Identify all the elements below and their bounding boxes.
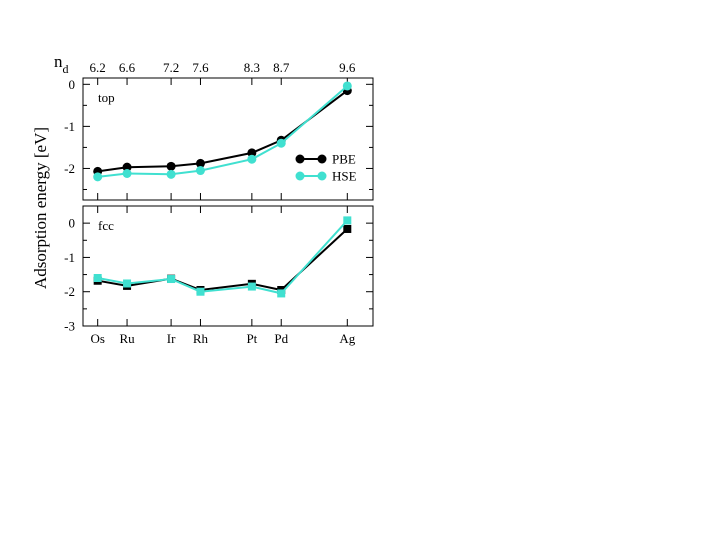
x-tick-label-element: Pt: [246, 331, 257, 346]
legend-marker-pbe: [295, 154, 305, 164]
data-point-hse-top: [342, 81, 352, 91]
data-point-pbe-top: [247, 148, 257, 158]
data-point-hse-fcc: [343, 216, 352, 225]
legend-marker-pbe: [317, 154, 327, 164]
panel-label-top: top: [98, 90, 115, 105]
data-point-hse-fcc: [123, 279, 132, 288]
y-tick-label: -3: [64, 319, 75, 334]
data-point-hse-fcc: [93, 274, 102, 282]
legend-label-hse: HSE: [332, 169, 357, 184]
y-tick-label: 0: [69, 77, 76, 92]
x-top-tick-label: 8.7: [273, 60, 290, 75]
data-point-pbe-top: [166, 161, 176, 171]
panel-frame-top: [82, 77, 374, 201]
series-layer: [93, 81, 352, 298]
data-point-pbe-top: [122, 162, 132, 172]
top-axis-title-main: n: [54, 52, 63, 71]
data-point-hse-top: [93, 172, 103, 182]
data-point-hse-fcc: [247, 282, 256, 291]
x-tick-label-element: Ag: [339, 331, 355, 346]
y-axis-title: Adsorption energy [eV]: [31, 127, 50, 289]
data-point-hse-top: [247, 154, 257, 164]
x-tick-label-element: Ir: [167, 331, 176, 346]
data-point-hse-top: [195, 166, 205, 176]
x-top-tick-label: 7.2: [163, 60, 179, 75]
data-point-hse-fcc: [196, 287, 205, 296]
series-line-pbe-fcc: [97, 228, 348, 292]
y-tick-label: -2: [64, 284, 75, 299]
panel-label-fcc: fcc: [98, 218, 114, 233]
data-point-hse-top: [276, 138, 286, 148]
y-tick-label: -1: [64, 119, 75, 134]
data-point-hse-fcc: [167, 275, 176, 284]
axes-layer: [82, 77, 374, 327]
data-point-pbe-top: [195, 158, 205, 168]
x-tick-label-element: Os: [90, 331, 104, 346]
legend-marker-hse: [317, 171, 327, 181]
x-top-tick-label: 7.6: [192, 60, 209, 75]
data-point-hse-top: [122, 168, 132, 178]
y-tick-label: 0: [69, 216, 76, 231]
x-tick-label-element: Pd: [274, 331, 288, 346]
panel-frame-fcc: [82, 205, 374, 327]
data-point-pbe-fcc: [343, 224, 352, 233]
top-axis-title-sub: d: [63, 62, 69, 76]
x-top-tick-label: 6.2: [90, 60, 106, 75]
label-layer: 0 -1 -2 top PBE HSE 0 -1 -2 -3 fcc Os Ru Ir Rh Pt Pd Ag 6.…: [64, 60, 356, 346]
x-top-tick-label: 6.6: [119, 60, 136, 75]
x-top-tick-label: 9.6: [339, 60, 356, 75]
data-point-hse-top: [166, 169, 176, 179]
legend-label-pbe: PBE: [332, 152, 356, 167]
series-line-hse-fcc: [97, 219, 349, 295]
x-tick-label-element: Ru: [119, 331, 135, 346]
legend-marker-hse: [295, 171, 305, 181]
x-tick-label-element: Rh: [193, 331, 209, 346]
y-tick-label: -2: [64, 161, 75, 176]
top-axis-title: nd: [54, 52, 69, 76]
data-point-hse-fcc: [277, 289, 286, 298]
x-top-tick-label: 8.3: [244, 60, 260, 75]
y-tick-label: -1: [64, 250, 75, 265]
series-line-hse-top: [97, 85, 348, 178]
